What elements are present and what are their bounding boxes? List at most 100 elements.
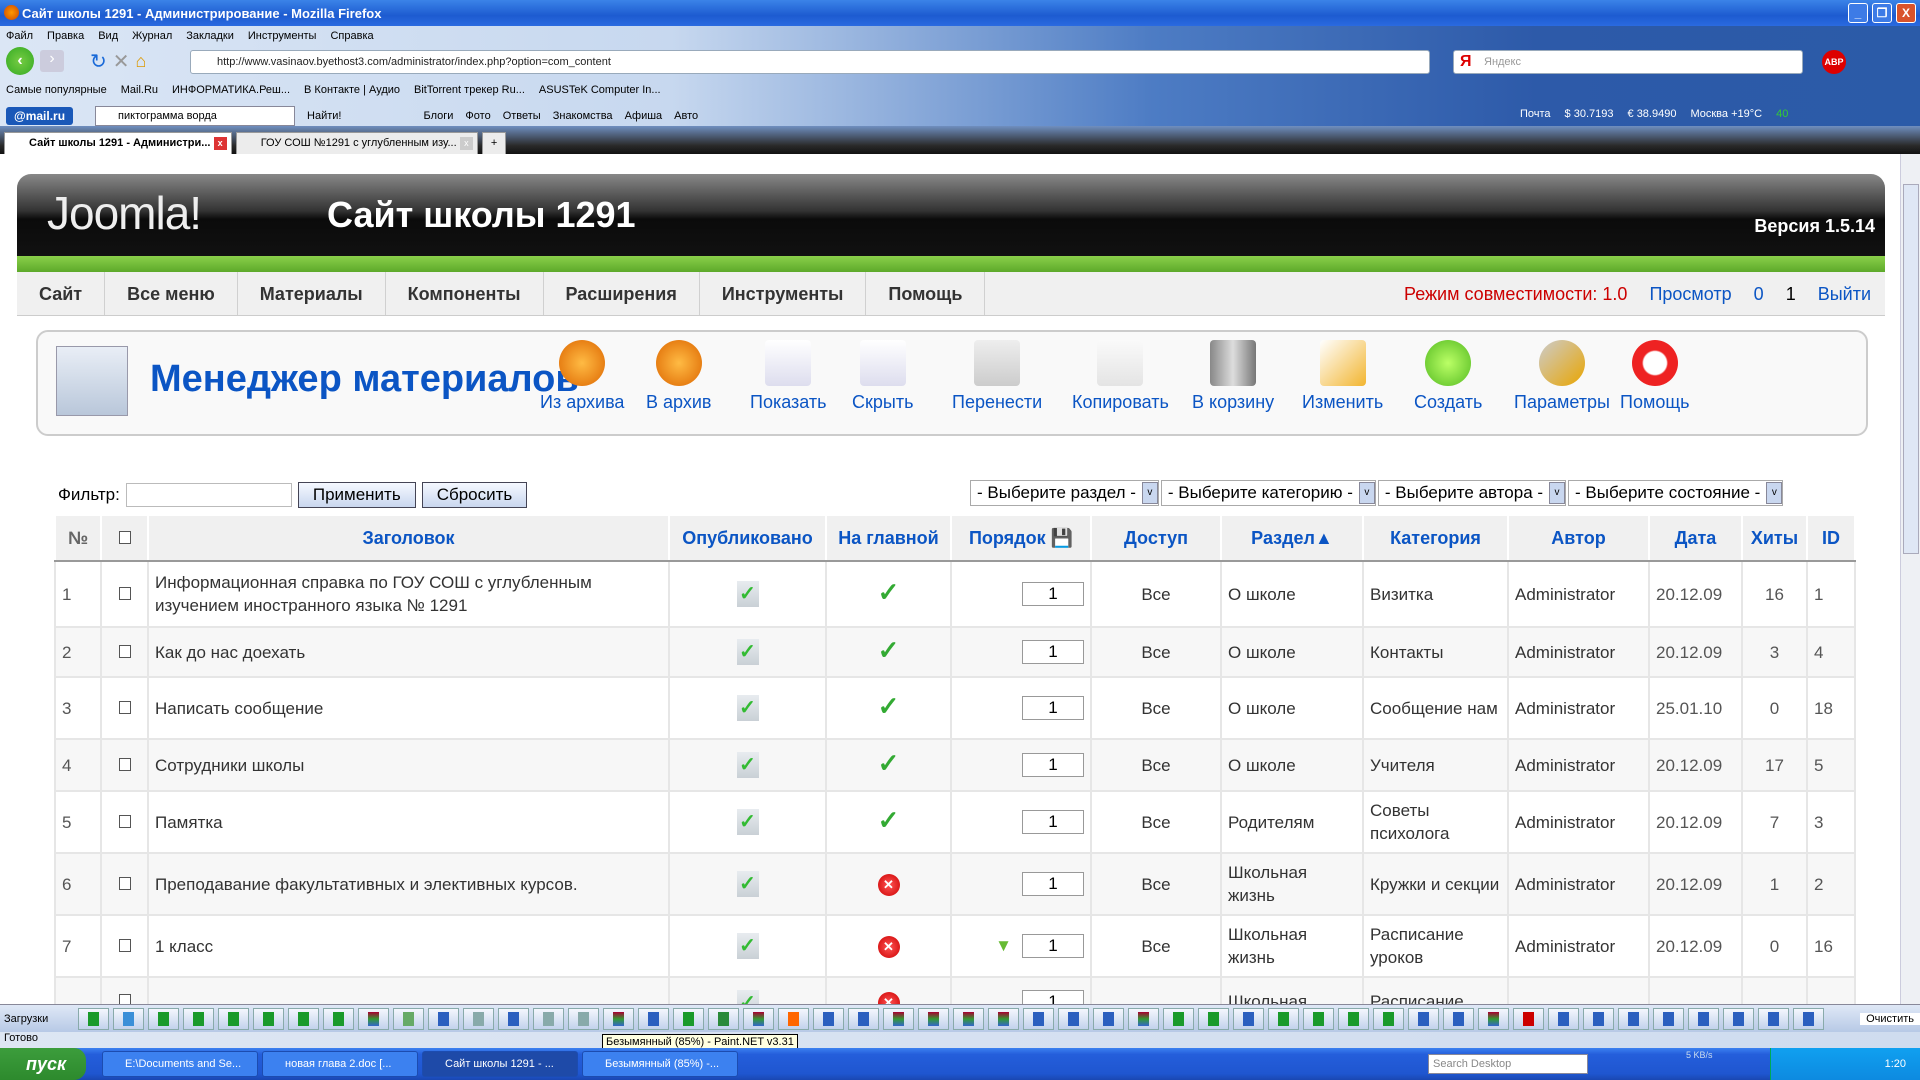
section-select[interactable]: - Выберите раздел - v [970, 480, 1159, 506]
download-item[interactable] [953, 1007, 984, 1030]
bookmark[interactable]: BitTorrent трекер Ru... [414, 84, 525, 96]
download-item[interactable] [1198, 1007, 1229, 1030]
link-blogs[interactable]: Блоги [423, 110, 454, 122]
published-toggle[interactable]: ✓ [668, 976, 827, 1004]
author-link[interactable]: Administrator [1507, 560, 1650, 628]
section-link[interactable]: Школьная жизнь [1220, 852, 1364, 916]
toolbar-button-trash[interactable]: В корзину [1192, 340, 1274, 413]
download-item[interactable] [638, 1007, 669, 1030]
order-input[interactable]: 1 [1022, 753, 1084, 777]
author-link[interactable]: Administrator [1507, 790, 1650, 854]
download-item[interactable] [1408, 1007, 1439, 1030]
download-item[interactable] [288, 1007, 319, 1030]
category-link[interactable]: Расписание [1362, 976, 1509, 1004]
author-link[interactable]: Administrator [1507, 626, 1650, 678]
bookmark[interactable]: ИНФОРМАТИКА.Реш... [172, 84, 291, 96]
reload-button[interactable]: ↻ [90, 50, 107, 73]
menu-bookmarks[interactable]: Закладки [186, 30, 234, 42]
task-word[interactable]: новая глава 2.doc [... [262, 1051, 418, 1077]
access-link[interactable]: Все [1090, 626, 1222, 678]
mail-link[interactable]: Почта [1520, 108, 1551, 120]
minimize-button[interactable]: _ [1848, 3, 1868, 23]
author-select[interactable]: - Выберите автора - v [1377, 480, 1567, 506]
toolbar-button-new[interactable]: Создать [1414, 340, 1482, 413]
col-published[interactable]: Опубликовано [668, 514, 827, 562]
row-checkbox[interactable] [118, 586, 131, 600]
article-title-link[interactable]: Преподавание факультативных и элективных… [147, 852, 670, 916]
article-title-link[interactable]: Информационная справка по ГОУ СОШ с углу… [147, 560, 670, 628]
toolbar-button-unarchive[interactable]: Из архива [540, 340, 624, 413]
section-link[interactable]: Школьная жизнь [1220, 914, 1364, 978]
access-link[interactable]: Все [1090, 914, 1222, 978]
link-photo[interactable]: Фото [465, 110, 491, 122]
download-item[interactable] [848, 1007, 879, 1030]
col-title[interactable]: Заголовок [147, 514, 670, 562]
menu-edit[interactable]: Правка [47, 30, 85, 42]
download-item[interactable] [883, 1007, 914, 1030]
order-input[interactable]: 1 [1022, 934, 1084, 958]
download-item[interactable] [1023, 1007, 1054, 1030]
row-checkbox[interactable] [118, 814, 131, 828]
article-title-link[interactable]: Сотрудники школы [147, 738, 670, 792]
access-link[interactable]: Все [1090, 738, 1222, 792]
download-item[interactable] [1338, 1007, 1369, 1030]
download-item[interactable] [1793, 1007, 1824, 1030]
menu-help[interactable]: Справка [330, 30, 374, 42]
category-link[interactable]: Контакты [1362, 626, 1509, 678]
col-date[interactable]: Дата [1648, 514, 1743, 562]
download-item[interactable] [183, 1007, 214, 1030]
toolbar-button-params[interactable]: Параметры [1514, 340, 1610, 413]
toolbar-button-archive[interactable]: В архив [646, 340, 711, 413]
col-order[interactable]: Порядок 💾 [950, 514, 1092, 562]
download-item[interactable] [463, 1007, 494, 1030]
published-toggle[interactable]: ✓ [668, 738, 827, 792]
download-item[interactable] [358, 1007, 389, 1030]
access-link[interactable]: Все [1090, 852, 1222, 916]
col-frontpage[interactable]: На главной [825, 514, 952, 562]
bookmark[interactable]: ASUSTeK Computer In... [538, 84, 661, 96]
download-item[interactable] [673, 1007, 704, 1030]
menu-components[interactable]: Компоненты [386, 272, 544, 315]
section-link[interactable]: О школе [1220, 676, 1364, 740]
state-select[interactable]: - Выберите состояние - v [1568, 480, 1784, 506]
download-item[interactable] [218, 1007, 249, 1030]
desktop-search-input[interactable]: Search Desktop [1428, 1054, 1588, 1074]
order-input[interactable]: 1 [1022, 696, 1084, 720]
section-link[interactable]: Родителям [1220, 790, 1364, 854]
frontpage-toggle[interactable]: ✓ [825, 790, 952, 854]
download-item[interactable] [918, 1007, 949, 1030]
mailru-search-input[interactable]: пиктограмма ворда [95, 106, 296, 126]
download-item[interactable] [568, 1007, 599, 1030]
author-link[interactable]: Administrator [1507, 738, 1650, 792]
col-category[interactable]: Категория [1362, 514, 1509, 562]
frontpage-toggle[interactable]: ✓ [825, 560, 952, 628]
article-title-link[interactable]: 1 класс [147, 914, 670, 978]
download-item[interactable] [708, 1007, 739, 1030]
published-toggle[interactable]: ✓ [668, 852, 827, 916]
logout-link[interactable]: Выйти [1817, 283, 1871, 304]
toolbar-button-move[interactable]: Перенести [952, 340, 1042, 413]
download-item[interactable] [743, 1007, 774, 1030]
toolbar-button-edit[interactable]: Изменить [1302, 340, 1383, 413]
download-item[interactable] [1233, 1007, 1264, 1030]
download-item[interactable] [1163, 1007, 1194, 1030]
row-checkbox[interactable] [118, 757, 131, 771]
download-item[interactable] [1268, 1007, 1299, 1030]
download-item[interactable] [148, 1007, 179, 1030]
download-item[interactable] [603, 1007, 634, 1030]
download-item[interactable] [1548, 1007, 1579, 1030]
traffic[interactable]: 40 [1776, 108, 1789, 120]
download-item[interactable] [1758, 1007, 1789, 1030]
download-item[interactable] [1688, 1007, 1719, 1030]
category-link[interactable]: Кружки и секции [1362, 852, 1509, 916]
menu-tools[interactable]: Инструменты [700, 272, 867, 315]
section-link[interactable]: О школе [1220, 738, 1364, 792]
tab-school[interactable]: ГОУ СОШ №1291 с углубленным изу... x [235, 132, 478, 154]
row-checkbox[interactable] [118, 700, 131, 714]
download-item[interactable] [1303, 1007, 1334, 1030]
download-item[interactable] [778, 1007, 809, 1030]
author-link[interactable]: Administrator [1507, 914, 1650, 978]
menu-tools[interactable]: Инструменты [247, 30, 317, 42]
published-toggle[interactable]: ✓ [668, 626, 827, 678]
stop-button[interactable]: ✕ [112, 50, 130, 73]
